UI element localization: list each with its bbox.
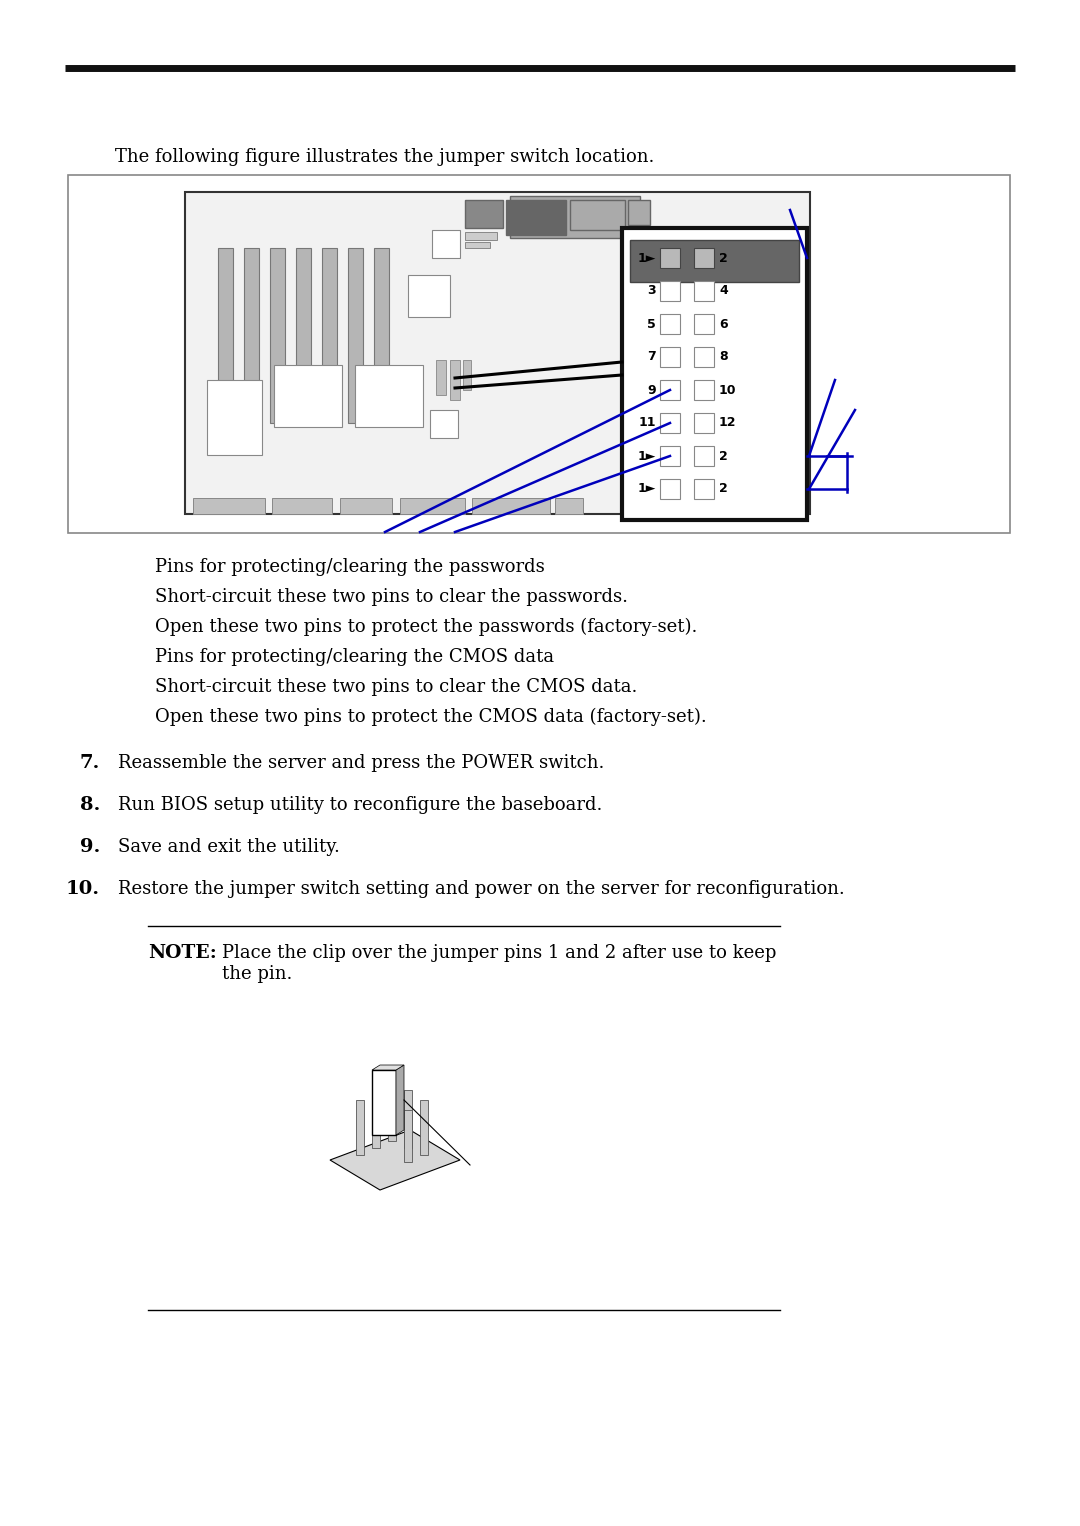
Text: 9.: 9. (80, 838, 100, 856)
Text: Open these two pins to protect the CMOS data (factory-set).: Open these two pins to protect the CMOS … (156, 708, 706, 726)
Text: 1►: 1► (637, 482, 656, 496)
Text: 5: 5 (647, 317, 656, 331)
Text: Short-circuit these two pins to clear the passwords.: Short-circuit these two pins to clear th… (156, 588, 627, 606)
Text: Pins for protecting/clearing the CMOS data: Pins for protecting/clearing the CMOS da… (156, 649, 554, 665)
Text: The following figure illustrates the jumper switch location.: The following figure illustrates the jum… (114, 148, 654, 166)
Bar (432, 230, 460, 258)
Bar (627, 200, 650, 224)
Text: 1►: 1► (637, 450, 656, 462)
Bar (404, 1109, 411, 1161)
Bar (388, 1080, 396, 1141)
Text: 6: 6 (719, 317, 728, 331)
Bar (355, 365, 423, 427)
Text: Open these two pins to protect the passwords (factory-set).: Open these two pins to protect the passw… (156, 618, 698, 636)
Bar (660, 249, 680, 269)
Text: NOTE:: NOTE: (148, 945, 217, 961)
Text: Restore the jumper switch setting and power on the server for reconfiguration.: Restore the jumper switch setting and po… (118, 881, 845, 897)
Text: Place the clip over the jumper pins 1 and 2 after use to keep
the pin.: Place the clip over the jumper pins 1 an… (222, 945, 777, 983)
Text: 9: 9 (647, 383, 656, 397)
Bar (436, 360, 446, 395)
Bar (660, 479, 680, 499)
Bar (622, 227, 807, 520)
Bar (430, 410, 458, 438)
Bar (694, 414, 714, 433)
Text: 8: 8 (719, 351, 728, 363)
Polygon shape (330, 1129, 460, 1190)
Bar (660, 446, 680, 465)
Bar (272, 497, 332, 514)
Text: Save and exit the utility.: Save and exit the utility. (118, 838, 340, 856)
Bar (296, 249, 311, 423)
Bar (694, 479, 714, 499)
Text: 11: 11 (638, 417, 656, 429)
Bar (374, 249, 389, 423)
Bar (465, 200, 503, 227)
Bar (463, 360, 471, 391)
Text: 4: 4 (719, 284, 728, 298)
Bar (372, 1090, 380, 1148)
Text: 7: 7 (647, 351, 656, 363)
Text: 3: 3 (647, 284, 656, 298)
Text: 1►: 1► (637, 252, 656, 264)
Bar (408, 275, 450, 317)
Bar (660, 346, 680, 366)
Bar (348, 249, 363, 423)
Polygon shape (396, 1065, 404, 1135)
Bar (660, 414, 680, 433)
Text: 7.: 7. (80, 754, 100, 772)
Bar (322, 249, 337, 423)
Bar (660, 281, 680, 301)
Bar (218, 249, 233, 423)
Bar (340, 497, 392, 514)
Bar (274, 365, 342, 427)
Text: 10: 10 (719, 383, 737, 397)
Bar (465, 232, 497, 240)
Bar (372, 1070, 396, 1135)
Text: 2: 2 (719, 482, 728, 496)
Bar (694, 249, 714, 269)
Bar (356, 1100, 364, 1155)
Text: 2: 2 (719, 450, 728, 462)
Text: Pins for protecting/clearing the passwords: Pins for protecting/clearing the passwor… (156, 559, 544, 575)
Bar (400, 497, 465, 514)
Bar (420, 1100, 428, 1155)
Bar (404, 1090, 411, 1148)
Text: 10.: 10. (66, 881, 100, 897)
Bar (472, 497, 550, 514)
Bar (694, 380, 714, 400)
Text: 8.: 8. (80, 797, 100, 813)
Bar (207, 380, 262, 455)
Polygon shape (372, 1065, 404, 1070)
Text: 12: 12 (719, 417, 737, 429)
Bar (450, 360, 460, 400)
Bar (244, 249, 259, 423)
Bar (630, 240, 799, 282)
Bar (68, 175, 1010, 533)
Bar (185, 192, 810, 514)
Bar (694, 446, 714, 465)
Bar (660, 380, 680, 400)
Bar (510, 195, 640, 238)
Bar (694, 314, 714, 334)
Bar (270, 249, 285, 423)
Bar (694, 346, 714, 366)
Bar (570, 200, 625, 230)
Bar (507, 200, 566, 235)
Bar (465, 243, 490, 249)
Bar (660, 314, 680, 334)
Text: Reassemble the server and press the POWER switch.: Reassemble the server and press the POWE… (118, 754, 605, 772)
Bar (555, 497, 583, 514)
Bar (694, 281, 714, 301)
Text: Short-circuit these two pins to clear the CMOS data.: Short-circuit these two pins to clear th… (156, 678, 637, 696)
Bar (193, 497, 265, 514)
Text: 2: 2 (719, 252, 728, 264)
Text: Run BIOS setup utility to reconfigure the baseboard.: Run BIOS setup utility to reconfigure th… (118, 797, 603, 813)
